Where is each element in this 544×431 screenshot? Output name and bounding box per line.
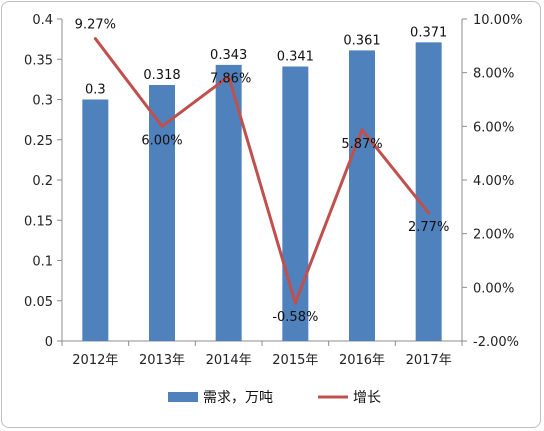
right-tick-label: 8.00% <box>473 67 514 82</box>
line-data-label: 5.87% <box>341 137 382 152</box>
line-point <box>427 211 431 215</box>
x-tick-label: 2014年 <box>206 353 252 368</box>
legend-bar-swatch <box>168 392 198 402</box>
right-tick-label: 4.00% <box>473 174 514 189</box>
right-tick-label: 10.00% <box>473 13 523 28</box>
right-tick-label: -2.00% <box>473 335 519 350</box>
left-tick-label: 0.05 <box>24 295 53 310</box>
right-tick-label: 6.00% <box>473 120 514 135</box>
bar-data-label: 0.3 <box>85 83 106 98</box>
legend-line-label: 增长 <box>353 390 381 406</box>
line-point <box>93 37 97 41</box>
legend-bar-label: 需求，万吨 <box>203 390 273 406</box>
line-data-label: 7.86% <box>210 71 251 86</box>
bar <box>149 85 175 341</box>
left-tick-label: 0.25 <box>24 134 53 149</box>
bar <box>282 66 309 342</box>
bar-data-label: 0.341 <box>277 49 314 64</box>
left-tick-label: 0.15 <box>24 214 53 229</box>
left-tick-label: 0.2 <box>32 174 53 189</box>
left-tick-label: 0.35 <box>24 53 53 68</box>
x-tick-label: 2016年 <box>339 353 385 368</box>
line-data-label: -0.58% <box>272 310 318 325</box>
left-tick-label: 0.4 <box>32 13 53 28</box>
line-point <box>360 128 364 132</box>
bar <box>82 99 109 341</box>
x-tick-label: 2012年 <box>72 353 118 368</box>
left-tick-label: 0.1 <box>32 255 53 270</box>
line-data-label: 2.77% <box>408 220 449 235</box>
x-tick-label: 2015年 <box>272 353 318 368</box>
x-tick-label: 2017年 <box>406 353 452 368</box>
left-tick-label: 0.3 <box>32 94 53 109</box>
left-tick-label: 0 <box>45 335 53 350</box>
line-point <box>227 74 231 78</box>
line-point <box>160 124 164 128</box>
line-point <box>293 301 297 305</box>
right-tick-label: 2.00% <box>473 228 514 243</box>
bar-data-label: 0.371 <box>410 25 447 40</box>
growth-line <box>94 37 430 305</box>
bar-data-label: 0.343 <box>210 48 247 63</box>
bar-data-label: 0.361 <box>343 33 380 48</box>
x-tick-label: 2013年 <box>139 353 185 368</box>
bar <box>415 42 442 341</box>
bar <box>349 50 375 342</box>
right-tick-label: 0.00% <box>473 281 514 296</box>
line-data-label: 6.00% <box>141 133 182 148</box>
bar-data-label: 0.318 <box>143 68 180 83</box>
line-data-label: 9.27% <box>75 18 116 33</box>
